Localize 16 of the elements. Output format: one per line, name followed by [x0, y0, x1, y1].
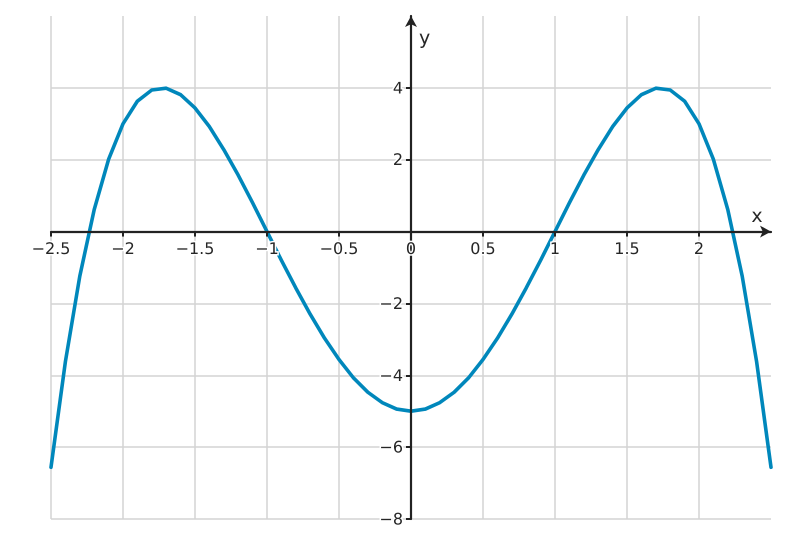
x-tick-label: −2.5: [32, 239, 70, 258]
x-tick-label: −2: [111, 239, 135, 258]
y-tick-label: −4: [379, 366, 403, 385]
x-tick-label: 1.5: [614, 239, 640, 258]
y-tick-label: −2: [379, 294, 403, 313]
x-tick-label: −0.5: [320, 239, 358, 258]
y-tick-label: 4: [392, 78, 403, 98]
x-tick-label: −1.5: [176, 239, 214, 258]
y-axis-title: y: [419, 27, 430, 49]
x-axis-title: x: [751, 205, 763, 228]
x-tick-label: 2: [694, 239, 704, 258]
x-tick-label: 1: [550, 239, 560, 258]
y-tick-label: 2: [392, 150, 403, 170]
x-tick-label: 0.5: [470, 239, 496, 258]
y-tick-label: −8: [379, 510, 403, 528]
y-tick-label: −6: [379, 438, 403, 457]
